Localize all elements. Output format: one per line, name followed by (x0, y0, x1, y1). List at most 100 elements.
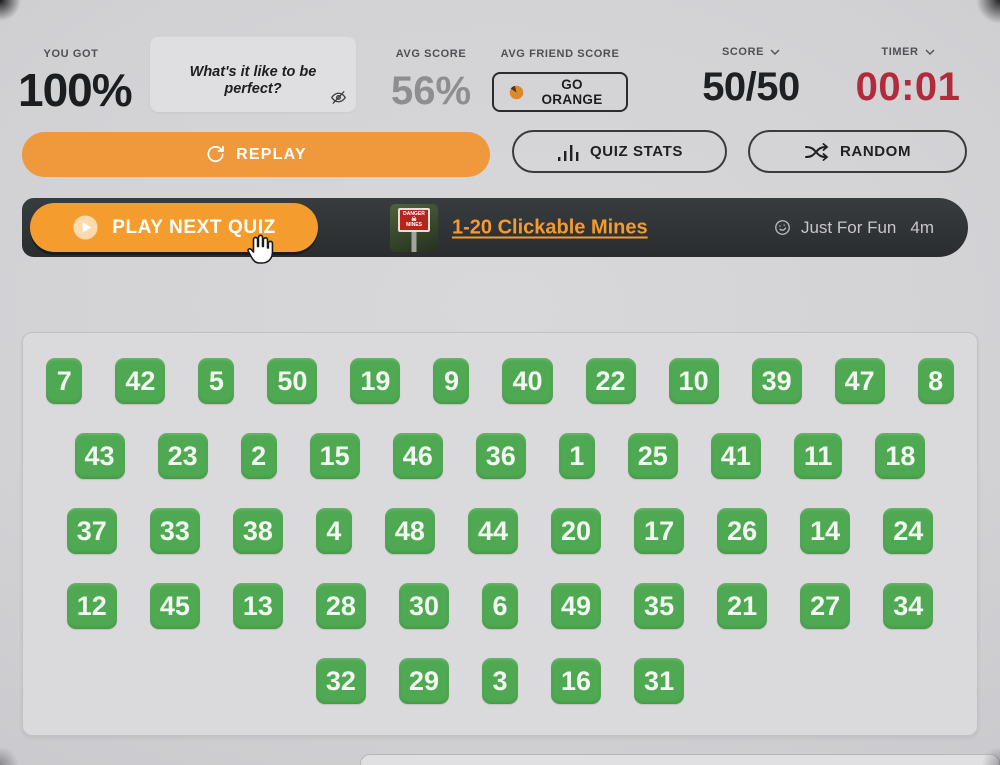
score-dropdown[interactable]: SCORE (722, 46, 780, 58)
random-label: RANDOM (839, 143, 912, 160)
mine-tile[interactable]: 9 (433, 358, 470, 404)
mine-tile[interactable]: 35 (634, 583, 685, 629)
mine-tile[interactable]: 13 (232, 583, 283, 629)
mine-tile[interactable]: 11 (793, 433, 843, 479)
mine-tile[interactable]: 26 (717, 508, 768, 554)
mine-tile[interactable]: 18 (875, 433, 926, 479)
tile-row: 43 23 2 15 46 36 1 25 41 11 18 (23, 433, 977, 479)
timer-stat: TIMER 00:01 (848, 42, 968, 107)
mine-tile[interactable]: 46 (392, 433, 443, 479)
mine-tile[interactable]: 17 (634, 508, 685, 554)
mine-tile[interactable]: 8 (917, 358, 954, 404)
mine-tile[interactable]: 23 (157, 433, 208, 479)
chevron-down-icon (925, 49, 935, 56)
mine-tile[interactable]: 3 (482, 658, 518, 704)
mine-tile[interactable]: 33 (149, 508, 200, 554)
mine-tile[interactable]: 10 (668, 358, 719, 404)
mine-tile[interactable]: 40 (502, 358, 553, 404)
mine-tile[interactable]: 22 (585, 358, 636, 404)
mine-tile[interactable]: 39 (751, 358, 802, 404)
replay-button[interactable]: REPLAY (22, 132, 490, 177)
mine-tile[interactable]: 34 (883, 583, 934, 629)
mine-tile[interactable]: 29 (398, 658, 449, 704)
avg-score-value: 56% (390, 69, 472, 113)
mine-grid: 7 42 5 50 19 9 40 22 10 39 47 8 43 23 2 15 46 36 1 25 41 11 18… (22, 332, 978, 736)
mine-tile[interactable]: 44 (467, 508, 518, 554)
tile-row: 37 33 38 4 48 44 20 17 26 14 24 (23, 508, 977, 554)
next-quiz-thumbnail[interactable]: DANGER ☠ MINES (390, 204, 438, 252)
mine-tile[interactable]: 6 (482, 583, 518, 629)
orange-fruit-icon (508, 84, 525, 101)
mine-tile[interactable]: 16 (551, 658, 602, 704)
mine-tile[interactable]: 19 (350, 358, 401, 404)
quiz-stats-label: QUIZ STATS (590, 143, 683, 160)
mine-tile[interactable]: 48 (384, 508, 435, 554)
play-icon (72, 214, 99, 241)
comment-card: What's it like to be perfect? (150, 37, 356, 112)
next-quiz-meta: Just For Fun 4m (773, 198, 934, 257)
mine-tile[interactable]: 7 (46, 358, 83, 404)
avg-friend-score-label: AVG FRIEND SCORE (500, 48, 620, 60)
mine-tile[interactable]: 24 (883, 508, 934, 554)
avg-score-stat: AVG SCORE 56% (380, 44, 482, 111)
mine-tile[interactable]: 15 (309, 433, 360, 479)
random-button[interactable]: RANDOM (748, 130, 967, 173)
mine-tile[interactable]: 37 (66, 508, 117, 554)
mine-tile[interactable]: 31 (634, 658, 685, 704)
avg-score-label: AVG SCORE (395, 48, 467, 60)
just-for-fun-icon (771, 216, 794, 239)
mine-tile[interactable]: 12 (66, 583, 117, 629)
sign-post (411, 228, 417, 252)
mine-tile[interactable]: 21 (717, 583, 768, 629)
quiz-stats-button[interactable]: QUIZ STATS (512, 130, 727, 173)
next-quiz-bar: PLAY NEXT QUIZ DANGER ☠ MINES 1-20 Click… (22, 198, 968, 257)
mine-tile[interactable]: 32 (315, 658, 366, 704)
mine-tile[interactable]: 47 (834, 358, 885, 404)
timer-dropdown[interactable]: TIMER (881, 46, 935, 58)
replay-label: REPLAY (236, 145, 307, 163)
mine-tile[interactable]: 45 (149, 583, 200, 629)
chevron-down-icon (770, 49, 780, 56)
sign-text-top: DANGER (403, 210, 425, 217)
sign-text-bottom: MINES (406, 222, 422, 228)
score-value: 50/50 (702, 65, 800, 109)
refresh-icon (205, 144, 226, 165)
mine-tile[interactable]: 20 (551, 508, 602, 554)
mine-tile[interactable]: 5 (198, 358, 235, 404)
tile-row: 7 42 5 50 19 9 40 22 10 39 47 8 (23, 358, 977, 404)
mine-tile[interactable]: 41 (710, 433, 761, 479)
mine-tile[interactable]: 36 (475, 433, 526, 479)
next-quiz-length: 4m (910, 217, 934, 237)
you-got-stat: YOU GOT 100% (18, 44, 133, 113)
bar-chart-icon (556, 142, 580, 162)
score-stat: SCORE 50/50 (694, 42, 808, 107)
mine-tile[interactable]: 30 (398, 583, 449, 629)
next-section-edge (360, 754, 1000, 765)
danger-mines-sign: DANGER ☠ MINES (398, 208, 430, 232)
timer-label: TIMER (881, 46, 919, 58)
eye-slash-icon[interactable] (330, 89, 347, 106)
go-orange-label: GO ORANGE (541, 77, 603, 107)
next-quiz-category: Just For Fun (800, 217, 897, 237)
mine-tile[interactable]: 1 (558, 433, 595, 479)
play-next-quiz-button[interactable]: PLAY NEXT QUIZ (30, 203, 318, 252)
mine-tile[interactable]: 49 (551, 583, 602, 629)
mine-tile[interactable]: 50 (267, 358, 318, 404)
next-quiz-link[interactable]: 1-20 Clickable Mines (452, 216, 648, 238)
mine-tile[interactable]: 28 (315, 583, 366, 629)
mine-tile[interactable]: 38 (232, 508, 283, 554)
mine-tile[interactable]: 25 (627, 433, 678, 479)
go-orange-button[interactable]: GO ORANGE (492, 72, 628, 112)
mine-tile[interactable]: 42 (115, 358, 166, 404)
tile-row: 12 45 13 28 30 6 49 35 21 27 34 (23, 583, 977, 629)
mine-tile[interactable]: 4 (315, 508, 352, 554)
mine-tile[interactable]: 27 (800, 583, 851, 629)
score-label: SCORE (721, 46, 765, 58)
play-next-quiz-label: PLAY NEXT QUIZ (112, 216, 276, 238)
shuffle-icon (804, 142, 830, 161)
mine-tile[interactable]: 2 (240, 433, 277, 479)
mine-tile[interactable]: 43 (74, 433, 125, 479)
mine-tile[interactable]: 14 (800, 508, 851, 554)
comment-text: What's it like to be perfect? (189, 64, 317, 98)
